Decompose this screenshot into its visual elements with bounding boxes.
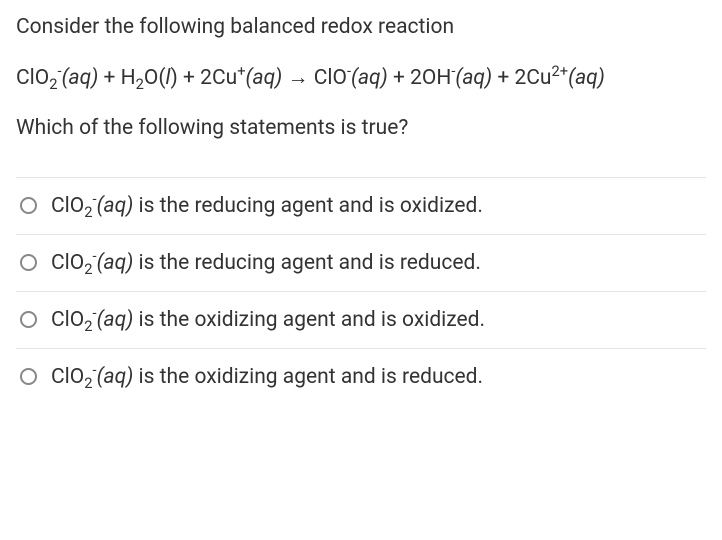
option-row[interactable]: ClO2-(aq) is the reducing agent and is r… <box>16 235 706 292</box>
opt-tail: is the oxidizing agent and is oxidized. <box>133 308 485 332</box>
eq-sup: + <box>237 62 245 80</box>
opt-tail: is the reducing agent and is oxidized. <box>133 194 483 218</box>
eq-state: (aq) <box>455 66 492 90</box>
eq-h: H <box>121 66 136 90</box>
eq-plus: + <box>492 66 514 90</box>
eq-state: (aq) <box>246 66 283 90</box>
question-container: Consider the following balanced redox re… <box>0 0 722 405</box>
eq-arrow: → <box>282 66 313 90</box>
opt-state: (aq) <box>97 251 134 275</box>
eq-clo: ClO <box>314 66 347 90</box>
opt-tail: is the reducing agent and is reduced. <box>133 251 481 275</box>
question-intro: Consider the following balanced redox re… <box>16 12 706 44</box>
opt-sub: 2 <box>84 260 92 278</box>
radio-icon[interactable] <box>20 368 37 385</box>
radio-icon[interactable] <box>20 311 37 328</box>
option-label: ClO2-(aq) is the oxidizing agent and is … <box>51 365 483 389</box>
opt-sub: 2 <box>84 317 92 335</box>
eq-state: (aq) <box>351 66 388 90</box>
eq-state: (aq) <box>568 66 605 90</box>
eq-plus: + <box>98 66 120 90</box>
option-label: ClO2-(aq) is the oxidizing agent and is … <box>51 308 485 332</box>
eq-oh: 2OH <box>410 66 451 90</box>
opt-state: (aq) <box>97 194 134 218</box>
eq-o: O( <box>144 66 166 90</box>
eq-sup: 2+ <box>552 62 569 80</box>
option-label: ClO2-(aq) is the reducing agent and is r… <box>51 251 481 275</box>
opt-species: ClO <box>51 365 84 389</box>
eq-state: (aq) <box>62 66 99 90</box>
opt-species: ClO <box>51 308 84 332</box>
opt-state: (aq) <box>97 365 134 389</box>
question-prompt: Which of the following statements is tru… <box>16 113 706 145</box>
eq-cu2: 2Cu <box>514 66 551 90</box>
radio-icon[interactable] <box>20 197 37 214</box>
radio-icon[interactable] <box>20 254 37 271</box>
eq-clo2: ClO <box>16 66 49 90</box>
eq-plus: + <box>388 66 410 90</box>
redox-equation: ClO2-(aq) + H2O(l) + 2Cu+(aq) → ClO-(aq)… <box>16 62 706 96</box>
opt-tail: is the oxidizing agent and is reduced. <box>133 365 483 389</box>
option-row[interactable]: ClO2-(aq) is the oxidizing agent and is … <box>16 349 706 405</box>
eq-close: ) <box>170 66 177 90</box>
opt-species: ClO <box>51 251 84 275</box>
option-label: ClO2-(aq) is the reducing agent and is o… <box>51 194 483 218</box>
opt-state: (aq) <box>97 308 134 332</box>
option-row[interactable]: ClO2-(aq) is the oxidizing agent and is … <box>16 292 706 349</box>
opt-species: ClO <box>51 194 84 218</box>
options-list: ClO2-(aq) is the reducing agent and is o… <box>16 177 706 405</box>
opt-sub: 2 <box>84 203 92 221</box>
eq-cu: 2Cu <box>200 66 237 90</box>
option-row[interactable]: ClO2-(aq) is the reducing agent and is o… <box>16 178 706 235</box>
eq-plus: + <box>178 66 200 90</box>
opt-sub: 2 <box>84 374 92 392</box>
eq-sub: 2 <box>49 75 57 93</box>
eq-sub: 2 <box>136 75 144 93</box>
